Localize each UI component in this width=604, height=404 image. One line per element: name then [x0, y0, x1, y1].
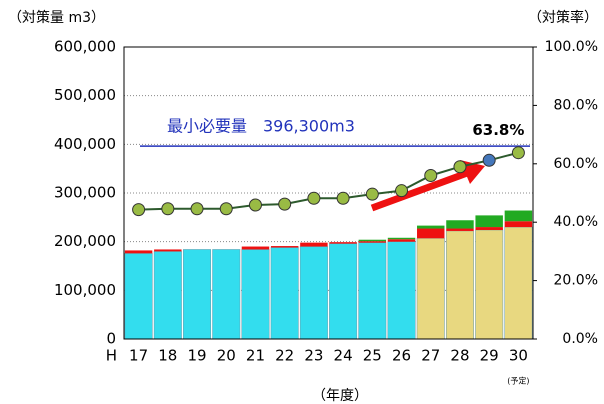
bar-segment	[504, 226, 533, 340]
x-prefix: H	[106, 347, 117, 365]
y-tick-label: 0	[106, 330, 116, 348]
x-tick-label: 25	[363, 347, 382, 365]
line-marker	[365, 187, 379, 201]
x-tick-label: 17	[129, 347, 148, 365]
x-tick-label: 19	[187, 347, 206, 365]
bar-segment	[183, 249, 212, 340]
y-tick-label: 600,000	[54, 38, 116, 56]
bar-segment	[329, 242, 357, 244]
line-marker	[219, 202, 233, 216]
trend-arrow	[370, 168, 472, 212]
bar-segment	[299, 246, 328, 340]
bar-segment	[416, 238, 445, 340]
line-marker	[132, 203, 146, 217]
line-marker	[190, 202, 204, 216]
line-marker	[482, 153, 496, 167]
x-tick-label: 29	[480, 347, 499, 365]
bar-segment	[358, 239, 387, 242]
bar-segment	[417, 225, 445, 229]
y-tick-label: 400,000	[54, 135, 116, 153]
bar-segment	[124, 253, 153, 340]
line-marker	[511, 146, 525, 160]
y-axis-title: （対策量 m3）	[8, 9, 105, 26]
y2-tick-label: 20.0%	[554, 273, 598, 289]
y2-tick-label: 80.0%	[554, 97, 598, 113]
x-tick-label: 20	[217, 347, 236, 365]
x-tick-label: 24	[334, 347, 353, 365]
bar-segment	[446, 220, 474, 229]
bar-segment	[212, 249, 241, 340]
y-tick-label: 500,000	[54, 86, 116, 104]
bar-segment	[241, 246, 270, 250]
y-tick-label: 300,000	[54, 184, 116, 202]
line-marker	[161, 202, 175, 216]
bar-segment	[504, 210, 533, 222]
y2-tick-label: 60.0%	[554, 156, 598, 172]
reference-label: 最小必要量 396,300m3	[167, 117, 355, 136]
bar-segment	[475, 227, 503, 230]
plot-border	[123, 46, 534, 340]
y-tick-label: 100,000	[54, 281, 116, 299]
x-tick-label: 26	[392, 347, 411, 365]
x-tick-label: 27	[421, 347, 440, 365]
bar-segment	[154, 249, 182, 252]
line-marker	[248, 198, 262, 212]
y2-tick-label: 40.0%	[554, 214, 598, 230]
bar-segment	[241, 249, 270, 340]
line-marker	[395, 184, 409, 198]
x-note: (予定)	[507, 376, 529, 386]
y2-tick-label: 100.0%	[545, 39, 598, 55]
x-tick-label: 22	[275, 347, 294, 365]
line-marker	[424, 168, 438, 182]
bar-segment	[153, 251, 182, 340]
bar-segment	[358, 242, 387, 340]
bar-segment	[387, 241, 416, 340]
y-tick-label: 200,000	[54, 232, 116, 250]
x-tick-label: 28	[450, 347, 469, 365]
x-tick-label: 18	[158, 347, 177, 365]
bar-segment	[358, 241, 387, 243]
bar-segment	[445, 230, 474, 340]
line-marker	[453, 160, 467, 174]
bar-segment	[270, 247, 299, 340]
x-axis-title: （年度）	[312, 388, 368, 404]
bar-segment	[387, 237, 416, 240]
x-tick-label: 30	[509, 347, 528, 365]
line-marker	[278, 197, 292, 211]
bar-segment	[300, 242, 328, 247]
line-marker	[307, 191, 321, 205]
bar-segment	[446, 228, 474, 231]
data-label: 63.8%	[472, 121, 524, 139]
bar-segment	[475, 215, 503, 228]
bar-segment	[329, 243, 358, 340]
bar-segment	[387, 239, 416, 242]
bar-segment	[504, 221, 533, 228]
y2-axis-title: （対策率）	[528, 9, 598, 26]
bar-segment	[475, 229, 504, 340]
bar-segment	[417, 228, 445, 239]
bar-segment	[270, 246, 299, 248]
bar-segment	[124, 250, 153, 254]
y2-tick-label: 0.0%	[562, 331, 598, 347]
x-tick-label: 23	[304, 347, 323, 365]
line-marker	[336, 191, 350, 205]
x-tick-label: 21	[246, 347, 265, 365]
